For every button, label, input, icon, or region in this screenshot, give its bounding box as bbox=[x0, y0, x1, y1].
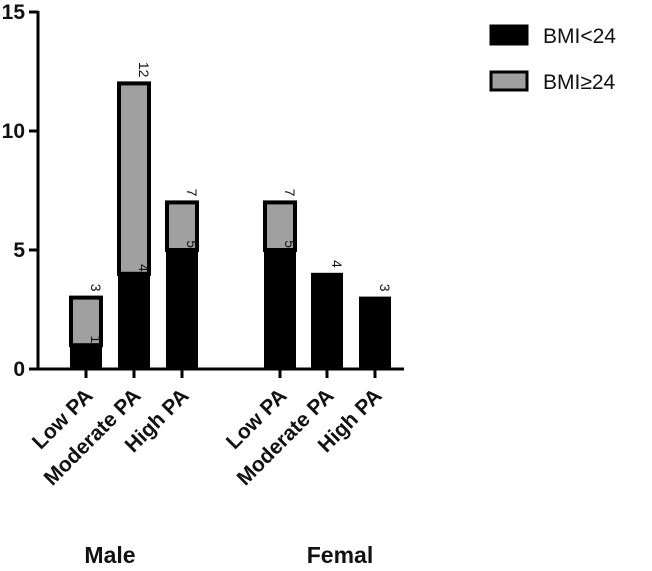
bar-inner-label: 5 bbox=[282, 240, 298, 248]
bar-bmi-24-plus bbox=[69, 295, 103, 348]
bar-inner-label: 4 bbox=[136, 264, 152, 272]
bar-bmi-under-24 bbox=[311, 272, 343, 370]
y-tick-label: 0 bbox=[13, 358, 25, 381]
bar-inner-label: 5 bbox=[184, 240, 200, 248]
bar-bmi-under-24 bbox=[359, 296, 391, 371]
bar-total-label: 4 bbox=[329, 260, 345, 268]
group-label: Male bbox=[84, 542, 135, 568]
bar-total-label: 3 bbox=[377, 284, 393, 292]
bar-bmi-under-24 bbox=[70, 344, 102, 371]
bar-total-label: 3 bbox=[88, 284, 104, 292]
bar-bmi-under-24 bbox=[166, 249, 198, 370]
legend-label: BMI<24 bbox=[543, 25, 616, 48]
y-tick-label: 5 bbox=[13, 239, 25, 262]
legend: BMI<24 BMI≥24 bbox=[489, 24, 616, 94]
bar-total-label: 7 bbox=[184, 189, 200, 197]
bar-bmi-under-24 bbox=[264, 249, 296, 370]
legend-swatch bbox=[489, 24, 529, 46]
bar-total-label: 7 bbox=[282, 189, 298, 197]
y-tick-label: 15 bbox=[2, 1, 26, 24]
legend-label: BMI≥24 bbox=[543, 71, 616, 94]
legend-swatch bbox=[489, 70, 529, 92]
bar-bmi-under-24 bbox=[118, 272, 150, 370]
bar-bmi-24-plus bbox=[263, 200, 297, 252]
bars bbox=[69, 81, 391, 371]
bar-bmi-24-plus bbox=[165, 200, 199, 252]
y-tick-label: 10 bbox=[2, 120, 25, 143]
bar-inner-label: 1 bbox=[88, 335, 104, 343]
group-label: Femal bbox=[307, 542, 373, 568]
bar-total-label: 12 bbox=[136, 62, 152, 78]
bar-bmi-24-plus bbox=[117, 81, 151, 276]
